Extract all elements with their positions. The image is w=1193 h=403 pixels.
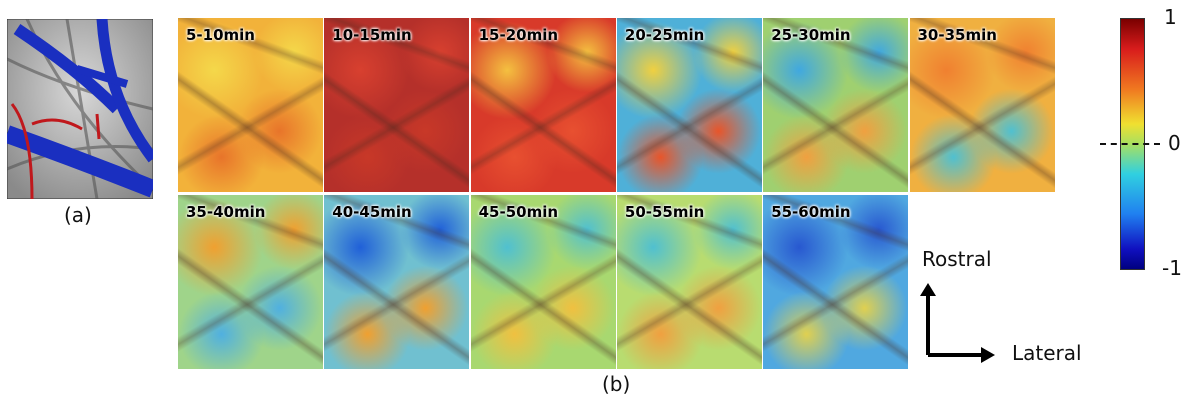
tile-label: 50-55min [625,203,704,221]
panel-b-label: (b) [602,372,630,396]
lateral-label: Lateral [1012,341,1082,365]
heatmap-tile: 30-35min [910,18,1055,192]
tile-label: 10-15min [332,26,411,44]
heatmap-tile: 20-25min [617,18,762,192]
tile-label: 5-10min [186,26,255,44]
orientation-arrows [915,280,1000,365]
colorbar-mid-label: 0 [1168,131,1181,155]
tile-label: 40-45min [332,203,411,221]
heatmap-tile: 10-15min [324,18,469,192]
tile-label: 15-20min [479,26,558,44]
tile-label: 35-40min [186,203,265,221]
colorbar-min-label: -1 [1162,256,1182,280]
heatmap-tile: 35-40min [178,195,323,369]
heatmap-tile: 40-45min [324,195,469,369]
tile-label: 45-50min [479,203,558,221]
heatmap-tile: 55-60min [763,195,908,369]
heatmap-tile: 15-20min [471,18,616,192]
heatmap-tile: 45-50min [471,195,616,369]
tile-label: 20-25min [625,26,704,44]
heatmap-tile: 25-30min [763,18,908,192]
tile-label: 55-60min [771,203,850,221]
panel-a-image [7,19,153,199]
rostral-label: Rostral [922,247,992,271]
heatmap-tile: 5-10min [178,18,323,192]
figure: (a) 5-10min 10-15min 15-20min 20-25min 25-30… [0,0,1193,403]
panel-a-label: (a) [64,203,92,227]
colorbar-max-label: 1 [1164,5,1177,29]
heatmap-tile: 50-55min [617,195,762,369]
tile-label: 25-30min [771,26,850,44]
zero-line [1100,143,1160,145]
tile-label: 30-35min [918,26,997,44]
